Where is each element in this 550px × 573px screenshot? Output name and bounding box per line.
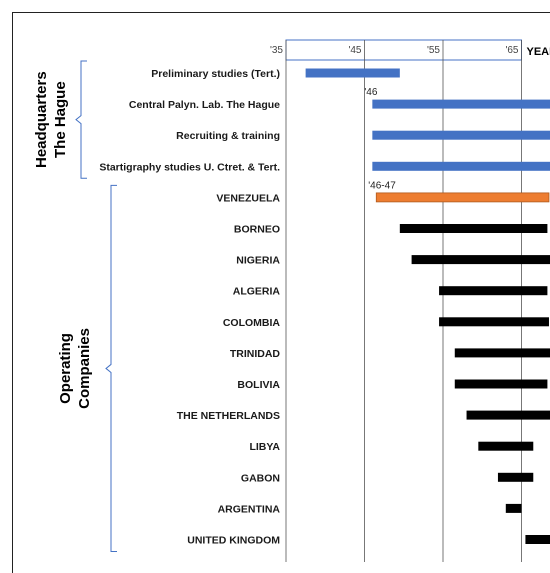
group-bracket [76,61,87,178]
task-bar [467,411,550,420]
task-label: LIBYA [249,441,280,453]
group-label: The Hague [52,81,69,158]
task-bar [372,162,550,171]
task-bar [412,255,550,264]
task-bar [439,286,547,295]
axis-tick-label: '55 [427,45,440,56]
task-bar [400,224,548,233]
axis-tick-label: '45 [348,45,361,56]
task-label: ARGENTINA [218,503,281,515]
task-bar [478,442,533,451]
task-label: THE NETHERLANDS [177,410,280,422]
task-label: Preliminary studies (Tert.) [151,68,280,80]
task-bar [376,193,549,202]
task-bar [439,317,549,326]
group-label: Companies [76,328,93,409]
task-label: Central Palyn. Lab. The Hague [129,99,280,111]
task-label: Startigraphy studies U. Ctret. & Tert. [99,161,280,173]
axis-box [286,40,522,60]
task-bar [372,100,550,109]
task-label: COLOMBIA [223,317,281,329]
axis-tick-label: '35 [270,45,283,56]
task-label: GABON [241,472,280,484]
group-label: Operating [57,333,74,404]
task-bar [506,504,522,513]
axis-title: YEAR [527,46,550,58]
task-bar [455,348,550,357]
task-bar [455,380,548,389]
bar-annotation: '46 [364,87,377,98]
task-label: BOLIVIA [237,379,280,391]
task-label: NIGERIA [236,255,280,267]
task-bar [525,535,550,544]
axis-tick-label: '65 [505,45,518,56]
task-label: BORNEO [234,224,280,236]
task-label: TRINIDAD [230,348,281,360]
task-label: ALGERIA [233,286,281,298]
task-bar [372,131,550,140]
task-label: VENEZUELA [216,192,280,204]
task-label: Recruiting & training [176,130,280,142]
bar-annotation: '46-47 [368,180,396,191]
task-label: UNITED KINGDOM [187,535,280,547]
task-bar [498,473,533,482]
task-bar [306,69,400,78]
group-label: Headquarters [33,71,50,168]
group-bracket [106,185,117,551]
